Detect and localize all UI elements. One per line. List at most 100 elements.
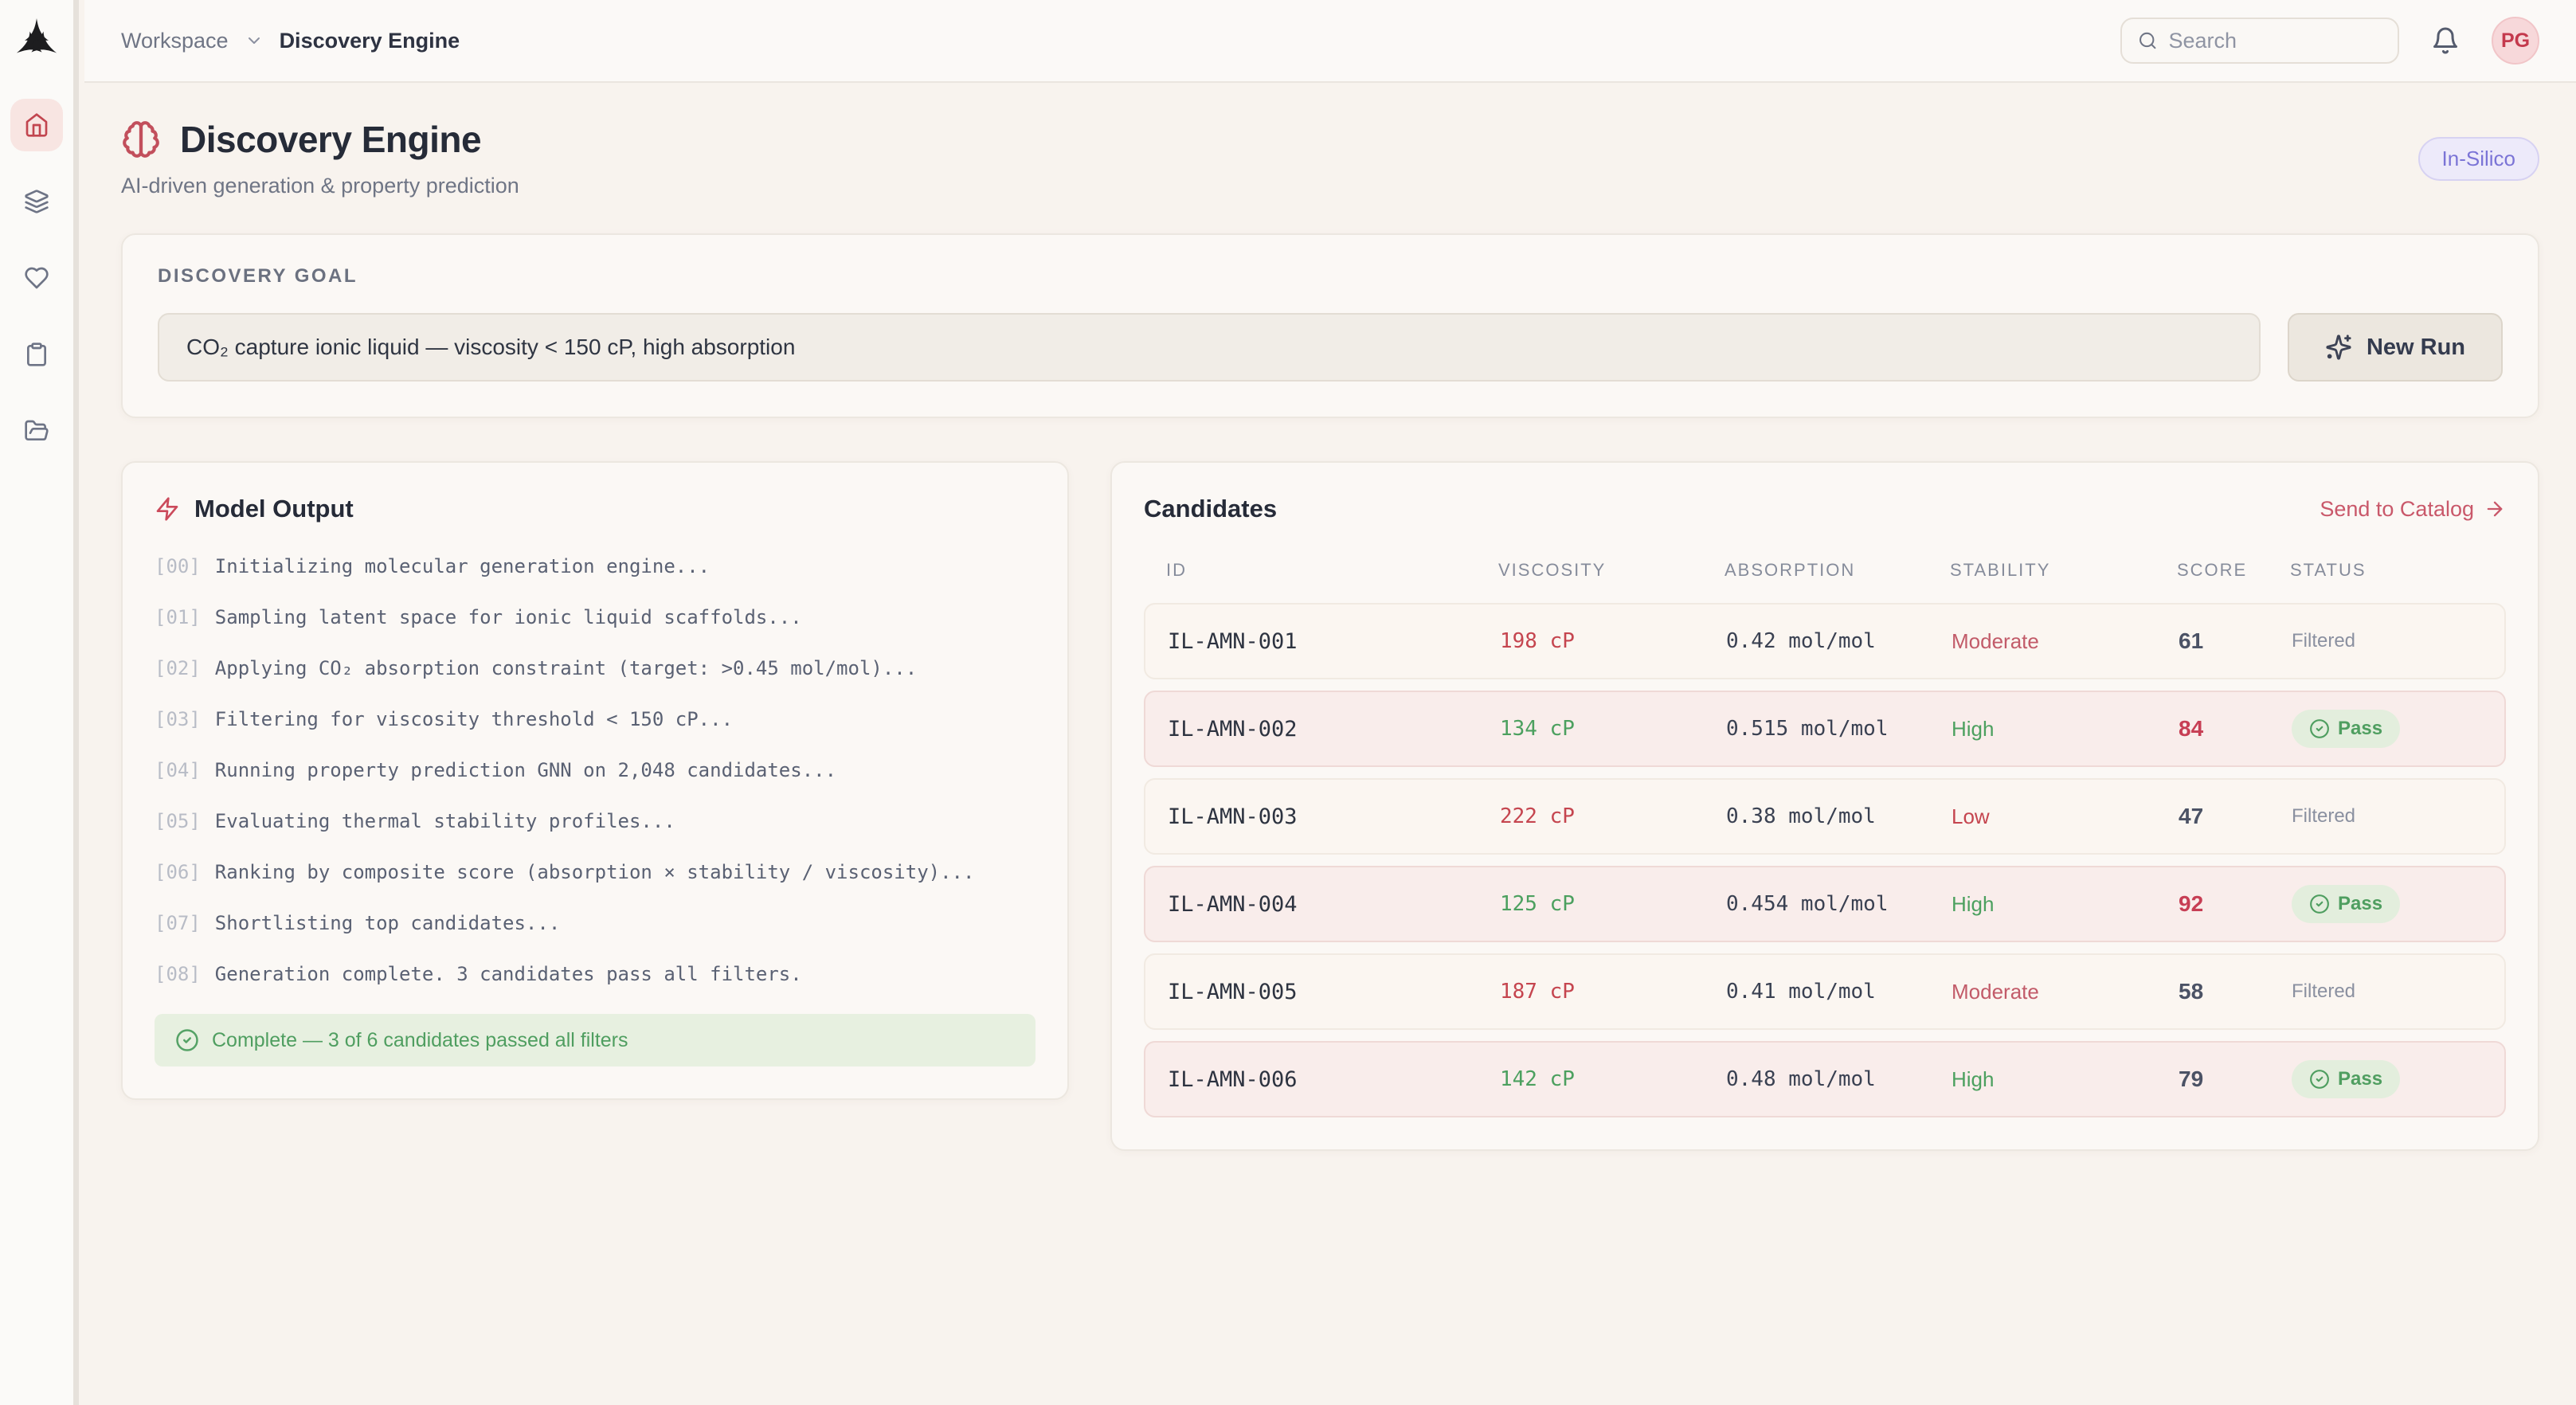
absorption-cell: 0.41 mol/mol [1726,980,1876,1004]
candidates-title: Candidates [1144,495,1278,522]
console-line-text: Evaluating thermal stability profiles... [214,810,675,832]
sidebar-nav [10,99,63,457]
console-line: [07] Shortlisting top candidates... [155,912,1035,934]
main-content: Discovery Engine AI-driven generation & … [84,118,2576,1183]
page-subtitle: AI-driven generation & property predicti… [121,174,519,198]
console-line-index: [04] [155,759,201,781]
absorption-cell: 0.42 mol/mol [1726,629,1876,653]
table-row[interactable]: IL-AMN-003 222 cP 0.38 mol/mol Low 47 Fi… [1144,778,2506,855]
absorption-cell: 0.454 mol/mol [1726,892,1889,916]
console-line-text: Shortlisting top candidates... [214,912,561,934]
check-circle-icon [2310,1070,2329,1089]
topbar-actions: PG [2120,17,2539,65]
console-line-index: [07] [155,912,201,934]
home-icon [25,113,48,137]
discovery-goal-input[interactable] [158,313,2261,382]
heart-icon [25,267,49,289]
console-line-text: Running property prediction GNN on 2,048… [214,759,837,781]
console-line: [00] Initializing molecular generation en… [155,555,1035,577]
table-row[interactable]: IL-AMN-002 134 cP 0.515 mol/mol High 84 … [1144,691,2506,767]
stability-cell: Low [1952,804,1990,828]
new-run-label: New Run [2366,334,2466,360]
sidebar-item-layers[interactable] [10,175,63,228]
status-cell: Pass [2292,1060,2482,1098]
status-pass-label: Pass [2338,718,2383,739]
stability-cell: High [1952,1066,1995,1091]
console-line-index: [02] [155,657,201,679]
status-pass-badge: Pass [2292,710,2401,748]
console-line: [06] Ranking by composite score (absorpti… [155,861,1035,883]
score-cell: 79 [2179,1066,2204,1091]
notifications-button[interactable] [2431,26,2460,55]
table-row[interactable]: IL-AMN-004 125 cP 0.454 mol/mol High 92 … [1144,866,2506,942]
avatar[interactable]: PG [2492,17,2539,65]
check-circle-icon [2310,719,2329,738]
search-box[interactable] [2120,18,2399,64]
stability-cell: High [1952,716,1995,741]
sidebar-item-files[interactable] [10,405,63,457]
sidebar [0,0,79,1405]
console-line-text: Applying CO₂ absorption constraint (targ… [214,657,918,679]
absorption-cell: 0.515 mol/mol [1726,717,1889,741]
score-cell: 58 [2179,979,2204,1004]
table-row[interactable]: IL-AMN-001 198 cP 0.42 mol/mol Moderate … [1144,603,2506,679]
sidebar-item-tasks[interactable] [10,328,63,381]
brain-icon [123,121,159,158]
model-output-title: Model Output [194,495,354,522]
console-line-index: [03] [155,708,201,730]
model-output-panel: Model Output [00] Initializing molecular … [121,461,1069,1100]
console-log: [00] Initializing molecular generation en… [155,555,1035,985]
check-circle-icon [2310,894,2329,914]
page-title: Discovery Engine [180,119,482,160]
status-cell: Filtered [2292,805,2482,828]
breadcrumb-current-page: Discovery Engine [279,28,460,53]
folder-open-icon [25,420,49,440]
candidate-id: IL-AMN-003 [1168,804,1298,829]
table-header: ID VISCOSITY ABSORPTION STABILITY SCORE … [1144,560,2506,581]
status-pass-label: Pass [2338,1068,2383,1090]
sidebar-item-home[interactable] [10,99,63,151]
chevron-down-icon[interactable] [245,31,264,50]
score-cell: 61 [2179,628,2204,653]
send-to-catalog-label: Send to Catalog [2320,496,2474,521]
candidate-id: IL-AMN-001 [1168,628,1298,654]
console-line: [03] Filtering for viscosity threshold < … [155,708,1035,730]
new-run-button[interactable]: New Run [2288,313,2503,382]
console-line-index: [08] [155,963,201,985]
search-icon [2139,32,2156,49]
col-absorption: ABSORPTION [1725,560,1856,580]
status-filtered-label: Filtered [2292,805,2356,827]
candidate-id: IL-AMN-004 [1168,891,1298,917]
score-cell: 47 [2179,804,2204,828]
status-cell: Filtered [2292,980,2482,1003]
app-logo[interactable] [11,13,62,70]
stability-cell: Moderate [1952,979,2039,1004]
console-line-text: Filtering for viscosity threshold < 150 … [214,708,734,730]
page-header: Discovery Engine AI-driven generation & … [121,118,2539,198]
table-row[interactable]: IL-AMN-006 142 cP 0.48 mol/mol High 79 P… [1144,1041,2506,1117]
arrow-right-icon [2487,501,2503,517]
search-input[interactable] [2168,28,2382,53]
console-line: [05] Evaluating thermal stability profile… [155,810,1035,832]
topbar: Workspace Discovery Engine PG [84,0,2576,83]
console-line-text: Generation complete. 3 candidates pass a… [214,963,802,985]
discovery-goal-card: DISCOVERY GOAL New Run [121,233,2539,418]
viscosity-cell: 142 cP [1500,1067,1575,1091]
status-pass-badge: Pass [2292,885,2401,923]
check-circle-icon [176,1029,198,1051]
console-line-index: [06] [155,861,201,883]
status-pass-label: Pass [2338,893,2383,914]
status-cell: Pass [2292,885,2482,923]
breadcrumb: Workspace Discovery Engine [121,29,460,53]
console-line-index: [01] [155,606,201,628]
viscosity-cell: 198 cP [1500,629,1575,653]
table-row[interactable]: IL-AMN-005 187 cP 0.41 mol/mol Moderate … [1144,953,2506,1030]
send-to-catalog-link[interactable]: Send to Catalog [2320,497,2506,522]
status-cell: Filtered [2292,630,2482,652]
status-cell: Pass [2292,710,2482,748]
console-line-index: [00] [155,555,201,577]
viscosity-cell: 134 cP [1500,717,1575,741]
candidates-panel: Candidates Send to Catalog ID VISCOSITY … [1110,461,2539,1151]
breadcrumb-workspace[interactable]: Workspace [121,28,229,53]
sidebar-item-favorites[interactable] [10,252,63,304]
